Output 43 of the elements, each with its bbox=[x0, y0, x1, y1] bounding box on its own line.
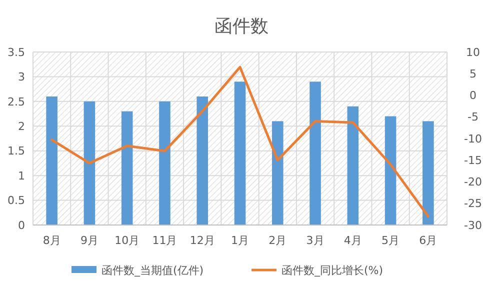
chart-title: 函件数 bbox=[214, 16, 268, 37]
y-tick-label: 0 bbox=[18, 218, 25, 232]
y-tick-label: 3 bbox=[18, 70, 25, 84]
legend-label: 函件数_同比增长(%) bbox=[282, 264, 384, 277]
bar bbox=[46, 96, 58, 225]
y2-tick-label: 5 bbox=[470, 67, 476, 80]
y-tick-label: 1.5 bbox=[8, 144, 25, 158]
x-tick-label: 3月 bbox=[306, 234, 324, 247]
x-tick-label: 4月 bbox=[344, 234, 362, 247]
y2-tick-label: -20 bbox=[464, 176, 482, 189]
bar bbox=[84, 101, 96, 225]
y-tick-label: 2 bbox=[18, 120, 25, 133]
y-tick-label: 1 bbox=[18, 169, 25, 182]
bar bbox=[347, 106, 359, 225]
legend-label: 函件数_当期值(亿件) bbox=[102, 264, 204, 277]
y2-tick-label: -10 bbox=[464, 132, 482, 146]
bar bbox=[196, 96, 208, 225]
x-tick-label: 6月 bbox=[419, 234, 438, 247]
bar bbox=[121, 111, 133, 225]
y-tick-label: 0.5 bbox=[8, 194, 25, 208]
x-tick-label: 10月 bbox=[114, 234, 140, 247]
x-tick-label: 12月 bbox=[190, 234, 215, 247]
bar bbox=[272, 121, 284, 225]
bar bbox=[159, 101, 170, 225]
x-tick-label: 9月 bbox=[80, 234, 98, 247]
bar bbox=[422, 121, 434, 225]
y2-tick-label: -15 bbox=[464, 154, 482, 167]
x-tick-label: 5月 bbox=[382, 234, 400, 247]
y2-tick-label: 0 bbox=[470, 89, 476, 102]
bar bbox=[310, 82, 321, 225]
y2-tick-label: -30 bbox=[464, 218, 482, 232]
bar bbox=[384, 116, 396, 225]
y-tick-label: 3.5 bbox=[8, 46, 25, 59]
x-tick-label: 8月 bbox=[42, 234, 61, 247]
y2-tick-label: -25 bbox=[464, 197, 482, 210]
x-tick-label: 11月 bbox=[152, 234, 178, 247]
y2-tick-label: -5 bbox=[468, 110, 478, 124]
bar bbox=[234, 82, 246, 225]
y2-tick-label: 10 bbox=[466, 46, 480, 59]
line-series bbox=[50, 66, 430, 218]
x-tick-label: 2月 bbox=[268, 234, 287, 247]
x-tick-label: 1月 bbox=[231, 234, 249, 247]
y-tick-label: 2.5 bbox=[8, 95, 25, 108]
